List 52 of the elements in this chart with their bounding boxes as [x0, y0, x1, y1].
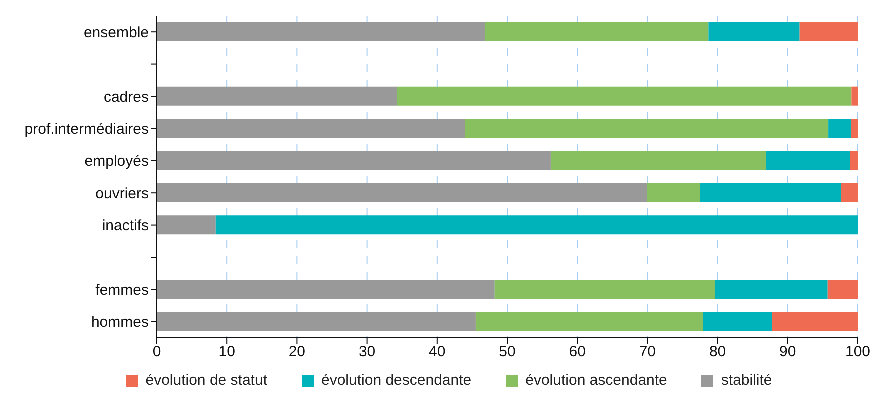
x-tick-label: 0	[152, 344, 162, 361]
x-tick-label: 90	[780, 344, 796, 361]
bar	[800, 22, 858, 42]
bar	[708, 22, 800, 42]
bar	[465, 119, 829, 138]
bar	[157, 119, 466, 138]
bar	[216, 216, 858, 235]
bar	[700, 183, 842, 202]
bar	[397, 86, 852, 106]
bar	[157, 86, 398, 106]
x-tick-label: 30	[358, 344, 376, 361]
x-tick-label: 20	[288, 344, 306, 361]
bar	[647, 183, 700, 202]
bar	[714, 280, 828, 300]
bar	[157, 151, 551, 170]
bar	[157, 312, 476, 332]
x-tick-label: 80	[709, 344, 726, 361]
x-tick-label: 50	[499, 344, 516, 361]
y-tick-label: ouvriers	[96, 185, 149, 202]
bar	[485, 22, 709, 42]
x-tick-label: 70	[639, 344, 656, 361]
legend-label: évolution de statut	[146, 372, 268, 389]
y-tick-label: femmes	[96, 282, 149, 300]
bar	[157, 280, 495, 300]
bar	[766, 151, 850, 170]
x-tick-label: 10	[218, 344, 236, 361]
legend-label: évolution descendante	[322, 372, 472, 389]
bar	[157, 216, 216, 235]
bar	[850, 119, 858, 138]
legend-label: évolution ascendante	[526, 372, 668, 389]
bar	[550, 151, 766, 170]
bar	[828, 119, 851, 138]
bar	[852, 86, 858, 106]
y-tick-label: cadres	[104, 88, 149, 106]
x-tick-label: 60	[569, 344, 586, 361]
y-tick-label: hommes	[91, 314, 149, 332]
x-tick-label: 40	[429, 344, 446, 361]
bar	[157, 183, 647, 202]
bar	[476, 312, 704, 332]
y-tick-label: ensemble	[84, 24, 149, 42]
y-tick-label: inactifs	[102, 218, 149, 235]
bar	[772, 312, 858, 332]
x-tick-label: 100	[845, 344, 871, 361]
bar	[841, 183, 858, 202]
y-tick-label: employés	[84, 153, 149, 170]
bar	[494, 280, 715, 300]
bar	[850, 151, 858, 170]
y-tick-label: prof.intermédiaires	[24, 121, 149, 138]
bar	[828, 280, 858, 300]
legend-label: stabilité	[721, 372, 772, 389]
bar	[157, 22, 486, 42]
bar	[703, 312, 772, 332]
